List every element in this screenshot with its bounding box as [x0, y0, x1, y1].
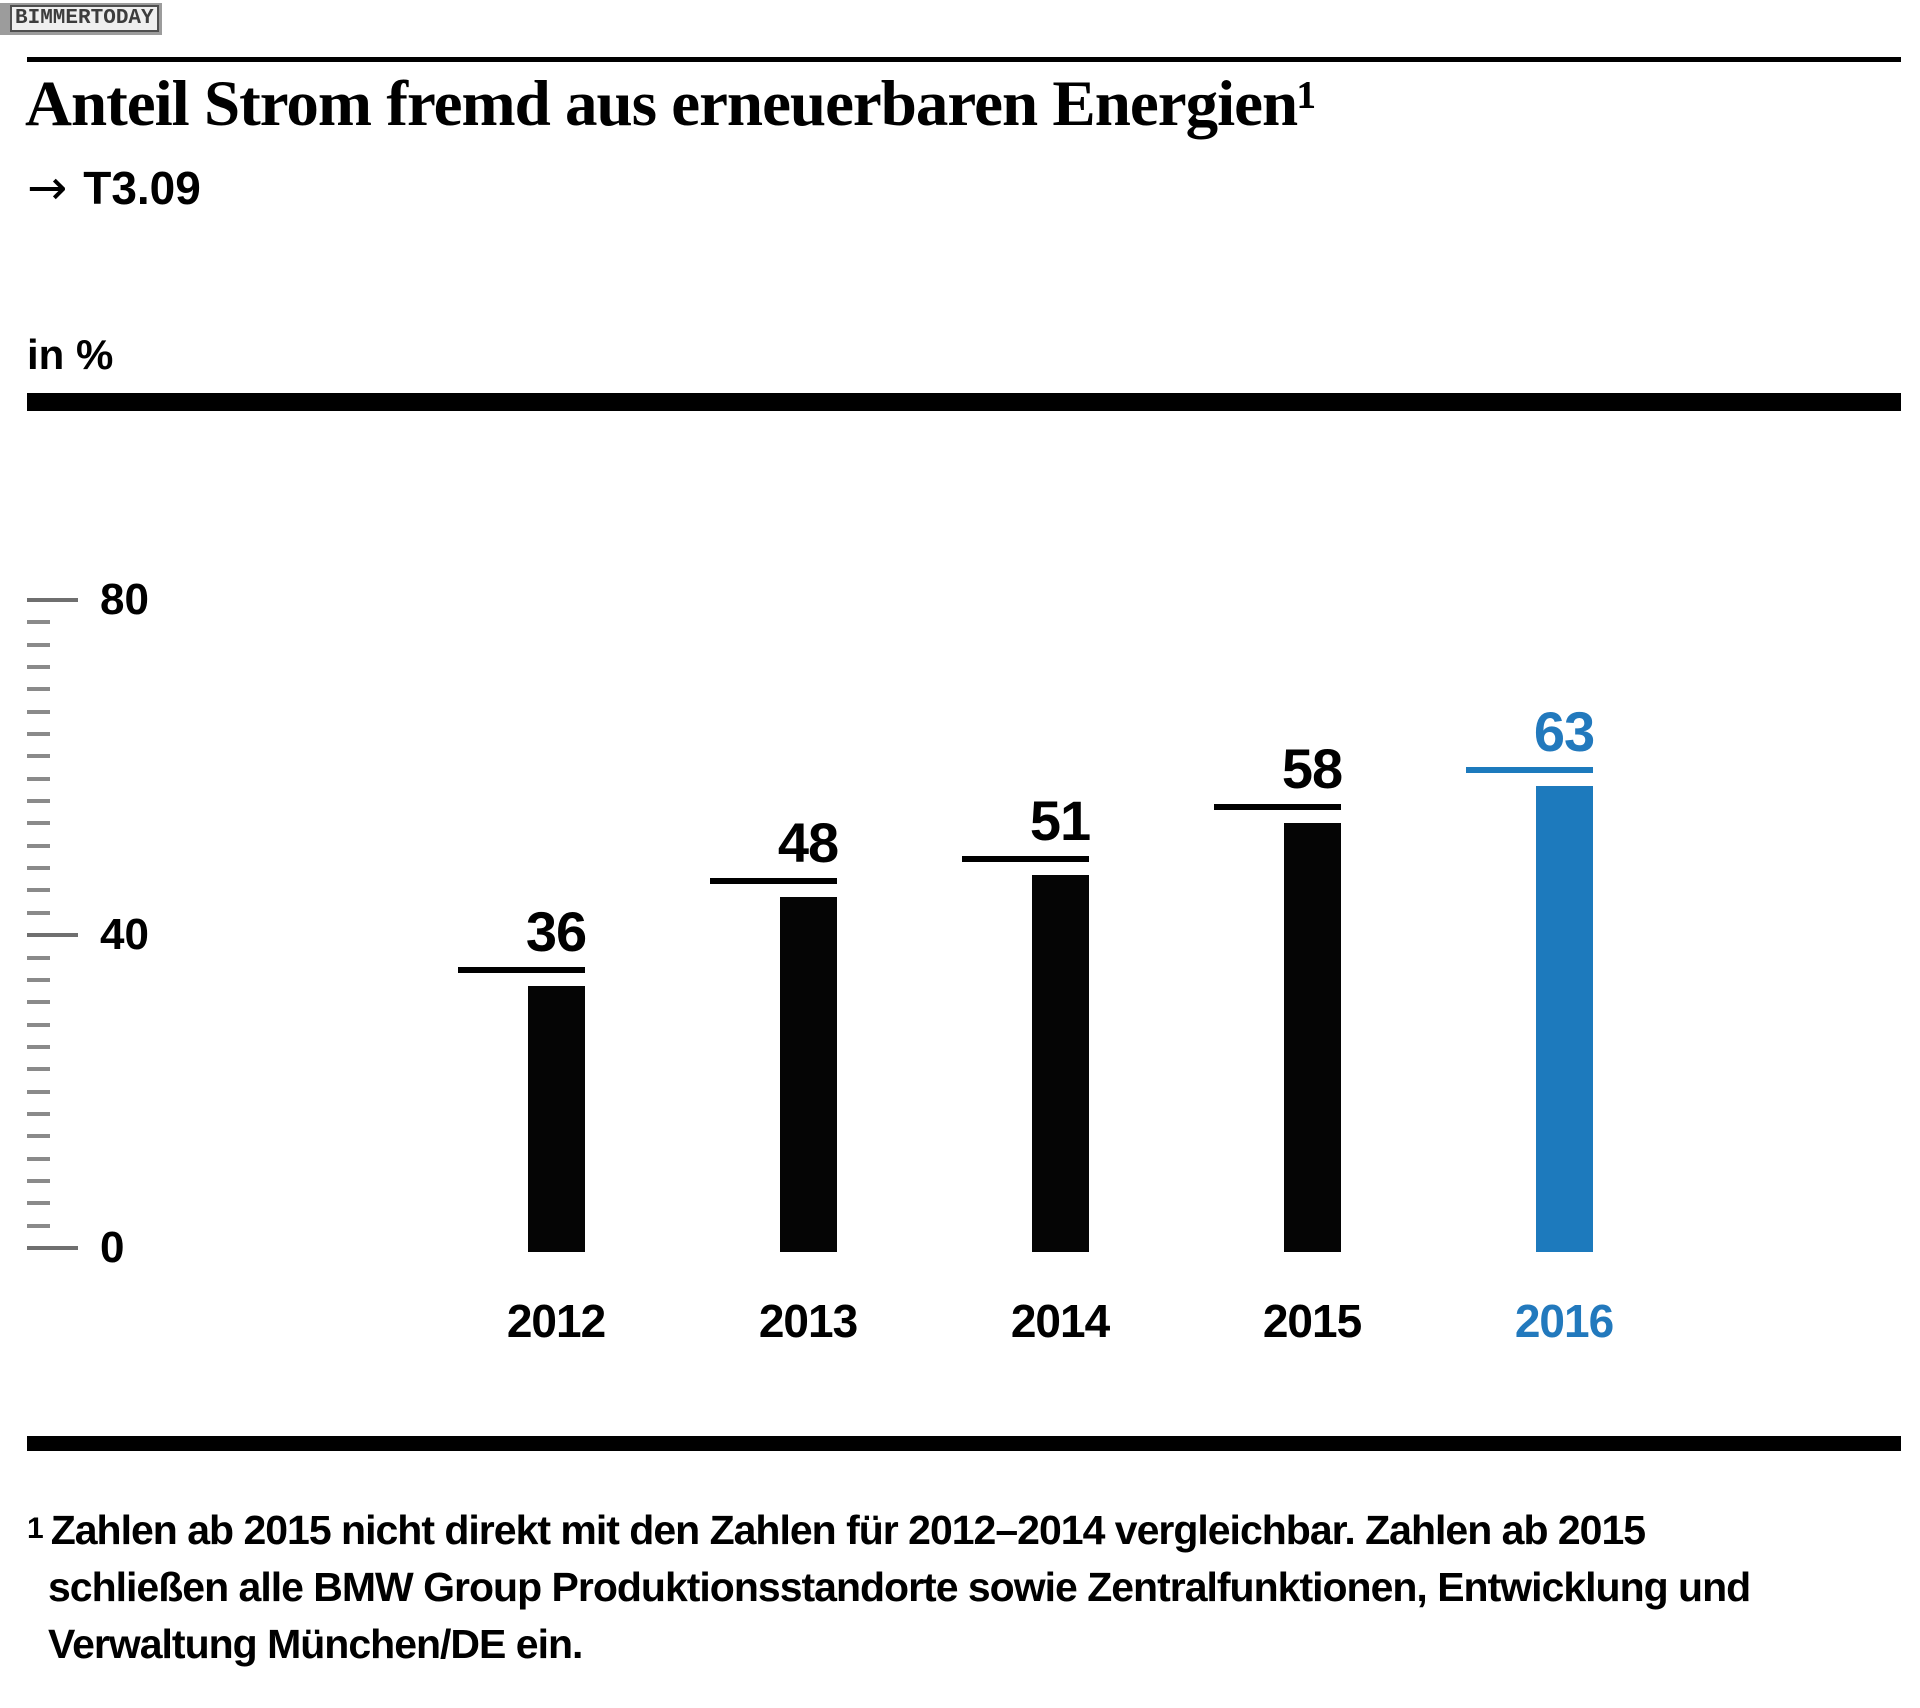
y-axis-minor-tick — [27, 620, 50, 624]
watermark-text: BIMMERTODAY — [10, 5, 159, 32]
y-axis-minor-tick — [27, 665, 50, 669]
y-axis-tick-label: 0 — [100, 1223, 125, 1272]
footnote-line: schließen alle BMW Group Produktionsstan… — [48, 1564, 1751, 1610]
y-axis-minor-tick — [27, 1112, 50, 1116]
x-axis-label-2016: 2016 — [1514, 1295, 1614, 1347]
bar-2012 — [527, 986, 585, 1252]
bar-2013 — [779, 897, 837, 1252]
arrow-right-icon: → — [27, 160, 68, 216]
y-axis-minor-tick — [27, 1023, 50, 1027]
bar-2014 — [1031, 875, 1089, 1252]
y-axis-minor-tick — [27, 1067, 50, 1071]
bar-value-label-2012: 36 — [525, 900, 587, 963]
y-axis-minor-tick — [27, 1224, 50, 1228]
bar-value-label-2014: 51 — [1029, 789, 1091, 852]
value-marker-line-2012 — [457, 967, 585, 973]
unit-label: in % — [27, 331, 114, 378]
footnote-line: Verwaltung München/DE ein. — [48, 1621, 583, 1667]
watermark-box: BIMMERTODAY — [0, 3, 162, 35]
bar-value-label-2016: 63 — [1533, 700, 1595, 763]
y-axis-minor-tick — [27, 1201, 50, 1205]
bottom-rule — [27, 1436, 1901, 1451]
y-axis-minor-tick — [27, 777, 50, 781]
y-axis-minor-tick — [27, 956, 50, 960]
footnote-text: Zahlen ab 2015 nicht direkt mit den Zahl… — [50, 1507, 1646, 1553]
y-axis-tick-label: 40 — [100, 910, 149, 959]
y-axis-minor-tick — [27, 1045, 50, 1049]
figure-reference: → T3.09 — [27, 163, 201, 213]
y-axis-minor-tick — [27, 687, 50, 691]
value-marker-line-2015 — [1213, 804, 1341, 810]
y-axis-minor-tick — [27, 754, 50, 758]
y-axis-minor-tick — [27, 978, 50, 982]
y-axis-minor-tick — [27, 1179, 50, 1183]
footnote-marker: 1 — [27, 1512, 44, 1545]
footnote: 1 Zahlen ab 2015 nicht direkt mit den Zah… — [27, 1500, 1912, 1673]
top-rule — [27, 57, 1901, 62]
chart-top-rule — [27, 393, 1901, 411]
y-axis-minor-tick — [27, 1157, 50, 1161]
value-marker-line-2016 — [1465, 767, 1593, 773]
y-axis-minor-tick — [27, 1134, 50, 1138]
bar-2015 — [1283, 823, 1341, 1252]
y-axis-minor-tick — [27, 643, 50, 647]
y-axis-minor-tick — [27, 1090, 50, 1094]
y-axis-minor-tick — [27, 821, 50, 825]
value-marker-line-2013 — [709, 878, 837, 884]
y-axis-minor-tick — [27, 866, 50, 870]
footnote-line: 1 Zahlen ab 2015 nicht direkt mit den Zah… — [27, 1500, 1912, 1559]
bar-value-label-2015: 58 — [1281, 737, 1343, 800]
y-axis-minor-tick — [27, 732, 50, 736]
y-axis-tick-label: 80 — [100, 575, 149, 624]
value-marker-line-2014 — [961, 856, 1089, 862]
figure-reference-label: T3.09 — [83, 162, 201, 214]
y-axis-minor-tick — [27, 844, 50, 848]
bar-value-label-2013: 48 — [777, 811, 839, 874]
x-axis-label-2013: 2013 — [758, 1295, 858, 1347]
bar-2016 — [1535, 786, 1593, 1252]
x-axis-label-2015: 2015 — [1262, 1295, 1362, 1347]
y-axis-minor-tick — [27, 888, 50, 892]
chart-title: Anteil Strom fremd aus erneuerbaren Ener… — [25, 68, 1317, 140]
y-axis-major-tick — [27, 933, 78, 937]
y-axis-major-tick — [27, 1246, 78, 1250]
y-axis-minor-tick — [27, 1000, 50, 1004]
x-axis-label-2012: 2012 — [506, 1295, 606, 1347]
y-axis-major-tick — [27, 598, 78, 602]
y-axis-minor-tick — [27, 911, 50, 915]
y-axis-minor-tick — [27, 710, 50, 714]
y-axis-minor-tick — [27, 799, 50, 803]
x-axis-label-2014: 2014 — [1010, 1295, 1110, 1347]
